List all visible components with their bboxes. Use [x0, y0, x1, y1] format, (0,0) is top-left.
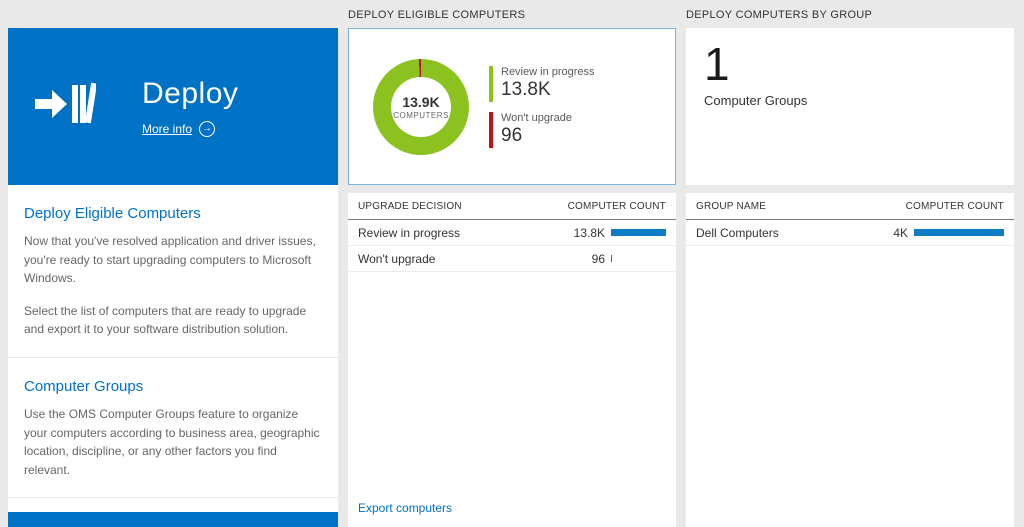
section-paragraph: Select the list of computers that are re… — [24, 303, 307, 337]
row-value: 96 — [591, 251, 605, 266]
row-bar — [914, 229, 1004, 236]
column-header-upgrade-decision: UPGRADE DECISION — [358, 200, 462, 212]
tile-title: Deploy — [142, 76, 239, 110]
middle-column-header: DEPLOY ELIGIBLE COMPUTERS — [348, 9, 526, 21]
row-label: Won't upgrade — [358, 251, 436, 266]
deploy-icon — [34, 80, 98, 133]
section-deploy-eligible: Deploy Eligible Computers Now that you'v… — [8, 185, 338, 358]
panel-spacer — [348, 272, 676, 501]
section-paragraph: Now that you've resolved application and… — [24, 234, 316, 286]
donut-center: 13.9K COMPUTERS — [391, 76, 451, 137]
legend-value: 13.8K — [501, 78, 551, 100]
legend-swatch-green — [489, 65, 493, 102]
table-header-row: UPGRADE DECISION COMPUTER COUNT — [348, 193, 676, 220]
group-count-value: 1 — [704, 38, 730, 90]
upgrade-decision-table: UPGRADE DECISION COMPUTER COUNT Review i… — [348, 193, 676, 527]
left-description-panel: Deploy Eligible Computers Now that you'v… — [8, 185, 338, 512]
left-column: Deploy More info → Deploy Eligible Compu… — [8, 0, 338, 527]
export-computers-link[interactable]: Export computers — [358, 501, 453, 515]
middle-column: DEPLOY ELIGIBLE COMPUTERS 13.9K COMPUTER… — [348, 0, 676, 527]
legend-label: Won't upgrade — [501, 111, 573, 124]
eligible-computers-card[interactable]: 13.9K COMPUTERS Review in progress 13.8K… — [348, 28, 676, 185]
donut-center-label: COMPUTERS — [393, 110, 449, 120]
section-heading-computer-groups: Computer Groups — [24, 377, 144, 395]
row-bar — [611, 229, 666, 236]
table-row-dell-computers[interactable]: Dell Computers 4K — [686, 220, 1014, 246]
row-value: 4K — [893, 225, 908, 240]
left-column-header-spacer — [8, 0, 338, 28]
left-footer-bar — [8, 512, 338, 527]
group-table: GROUP NAME COMPUTER COUNT Dell Computers… — [686, 193, 1014, 527]
row-label: Review in progress — [358, 225, 461, 240]
legend-item-wont-upgrade: Won't upgrade 96 — [489, 111, 595, 148]
column-header-computer-count: COMPUTER COUNT — [905, 200, 1004, 212]
legend-value: 96 — [501, 124, 523, 146]
more-info-label: More info — [142, 121, 193, 136]
row-label: Dell Computers — [696, 225, 779, 240]
right-column-header: DEPLOY COMPUTERS BY GROUP — [686, 9, 873, 21]
more-info-link[interactable]: More info → — [142, 120, 238, 137]
section-computer-groups: Computer Groups Use the OMS Computer Gro… — [8, 358, 338, 499]
table-row-review-in-progress[interactable]: Review in progress 13.8K — [348, 220, 676, 246]
arrow-circle-icon: → — [199, 120, 216, 137]
right-column: DEPLOY COMPUTERS BY GROUP 1 Computer Gro… — [686, 0, 1014, 527]
row-value: 13.8K — [573, 225, 605, 240]
row-bar — [611, 255, 666, 262]
legend-item-review-in-progress: Review in progress 13.8K — [489, 65, 595, 102]
group-count-label: Computer Groups — [704, 92, 808, 108]
table-header-row: GROUP NAME COMPUTER COUNT — [686, 193, 1014, 220]
panel-spacer — [686, 246, 1014, 527]
deploy-tile-text: Deploy More info → — [142, 77, 238, 137]
column-header-computer-count: COMPUTER COUNT — [567, 200, 666, 212]
computer-groups-card[interactable]: 1 Computer Groups — [686, 28, 1014, 185]
donut-center-value: 13.9K — [402, 93, 440, 110]
legend-swatch-red — [489, 111, 493, 148]
donut-legend: Review in progress 13.8K Won't upgrade 9… — [489, 65, 595, 148]
section-heading-deploy-eligible: Deploy Eligible Computers — [24, 205, 201, 222]
donut-chart: 13.9K COMPUTERS — [373, 58, 469, 155]
table-row-wont-upgrade[interactable]: Won't upgrade 96 — [348, 246, 676, 272]
deploy-tile[interactable]: Deploy More info → — [8, 28, 338, 185]
legend-label: Review in progress — [501, 65, 595, 78]
section-paragraph: Use the OMS Computer Groups feature to o… — [24, 406, 320, 477]
column-header-group-name: GROUP NAME — [696, 200, 767, 212]
